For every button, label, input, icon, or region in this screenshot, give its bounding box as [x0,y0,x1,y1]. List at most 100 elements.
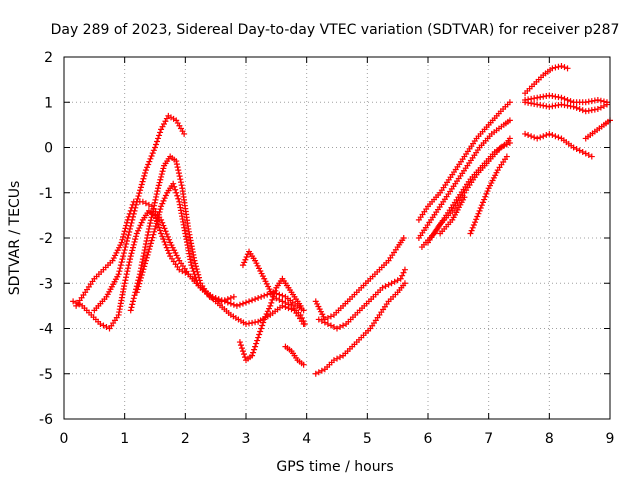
data-point [135,193,142,200]
data-point [561,64,568,71]
data-point [177,176,184,183]
data-point [148,214,155,221]
data-point [549,65,556,72]
data-point [155,214,162,221]
data-point [123,271,130,278]
data-point [162,241,169,248]
data-point [221,297,228,304]
data-point [555,63,562,70]
data-point [124,235,131,241]
data-point [128,219,135,226]
data-point [276,291,283,298]
data-point [128,250,135,257]
data-point [135,283,142,290]
x-tick-label: 9 [606,431,615,447]
data-point [224,296,231,303]
data-point [153,141,160,148]
data-point [337,323,344,330]
data-point [160,165,167,172]
data-point [285,301,292,308]
data-point [151,228,158,235]
data-point [401,280,408,287]
data-point [330,323,337,330]
data-point [176,266,183,273]
data-point [567,98,574,105]
data-point [261,316,268,323]
data-point [564,65,571,72]
data-point [573,146,580,153]
data-point [594,96,601,103]
data-point [130,298,137,305]
data-point [175,167,182,174]
y-tick-label: 0 [44,141,53,157]
data-point [258,325,265,332]
data-point [300,307,307,314]
data-point [150,205,157,212]
data-point [130,210,137,217]
data-point [522,130,529,137]
data-point [237,342,244,349]
data-point [273,295,280,302]
data-point [191,271,198,278]
data-point [137,184,144,191]
data-point [340,322,347,329]
data-point [246,298,253,305]
data-point [212,296,219,303]
y-tick-label: 1 [44,95,53,111]
data-point [142,260,149,267]
data-point [164,247,171,254]
data-point [243,299,249,306]
data-point [136,225,143,232]
data-point [558,94,565,101]
data-point [163,244,170,251]
data-point [130,244,137,251]
data-point [116,268,123,275]
data-point [166,250,173,257]
data-point [138,272,145,279]
data-point [162,192,169,199]
data-point [270,293,277,300]
data-point [238,345,245,352]
data-point [242,256,249,263]
y-axis-label: SDTVAR / TECUs [7,181,23,296]
data-point [266,305,273,312]
data-point [125,231,132,238]
data-point [579,149,586,156]
data-point [255,294,262,301]
data-point [251,346,258,353]
data-point [157,206,164,213]
series-6 [236,275,304,364]
data-point [268,299,275,306]
data-point [144,235,151,241]
data-point [153,193,160,200]
x-tick-label: 0 [60,431,69,447]
data-point [279,298,286,305]
data-point [125,265,132,272]
data-point [137,274,144,281]
data-point [531,134,538,141]
data-point [543,132,550,139]
series-22 [582,117,613,142]
data-point [299,314,306,321]
data-point [255,334,262,341]
data-point [192,274,199,281]
data-point [558,63,565,70]
data-point [146,223,153,230]
data-point [603,99,610,106]
data-point [194,280,201,287]
data-point [176,173,183,180]
data-point [135,227,142,234]
data-point [597,104,604,111]
data-point [249,297,256,304]
data-point [192,260,199,267]
data-point [382,283,389,290]
x-tick-label: 5 [363,431,372,447]
x-tick-label: 3 [242,431,251,447]
data-point [152,223,159,230]
data-point [125,262,132,269]
series-12 [415,99,513,223]
data-point [158,171,165,178]
data-point [158,173,165,180]
data-point [188,262,195,269]
data-point [461,194,468,201]
